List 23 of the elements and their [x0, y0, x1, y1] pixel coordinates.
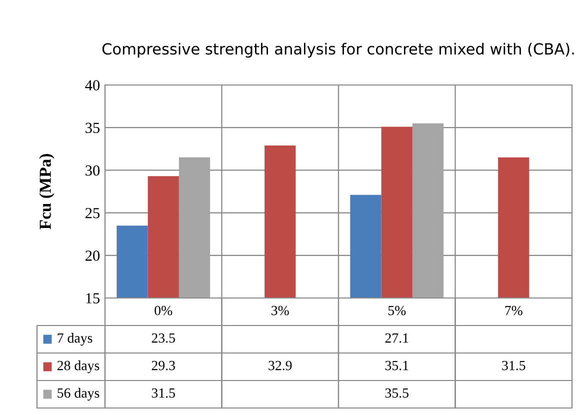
x-tick-label: 0%: [154, 306, 172, 316]
x-tick-label: 5%: [388, 306, 406, 316]
chart-title: Compressive strength analysis for concrete mixed with (CBA).: [102, 42, 574, 58]
data-label: 23.5: [152, 333, 175, 343]
y-tick-label: 35: [86, 122, 100, 134]
legend-label: 28 days: [57, 360, 100, 374]
data-label: 31.5: [152, 388, 175, 398]
y-tick-label: 15: [86, 293, 100, 304]
data-label: 32.9: [268, 360, 292, 370]
y-axis-title: Fcu (MPa): [39, 154, 54, 230]
data-label: 29.3: [152, 360, 175, 370]
legend-label: 56 days: [58, 388, 100, 401]
x-tick-label: 7%: [505, 306, 522, 316]
legend-label: 7 days: [58, 332, 92, 346]
y-tick-label: 25: [86, 208, 100, 218]
y-tick-label: 40: [85, 80, 100, 90]
y-tick-label: 30: [86, 165, 100, 176]
x-tick-label: 3%: [272, 306, 289, 316]
data-label: 31.5: [502, 360, 526, 370]
data-label: 35.5: [385, 388, 408, 398]
y-tick-label: 20: [86, 250, 100, 261]
data-label: 35.1: [385, 360, 408, 370]
data-label: 27.1: [385, 333, 408, 343]
